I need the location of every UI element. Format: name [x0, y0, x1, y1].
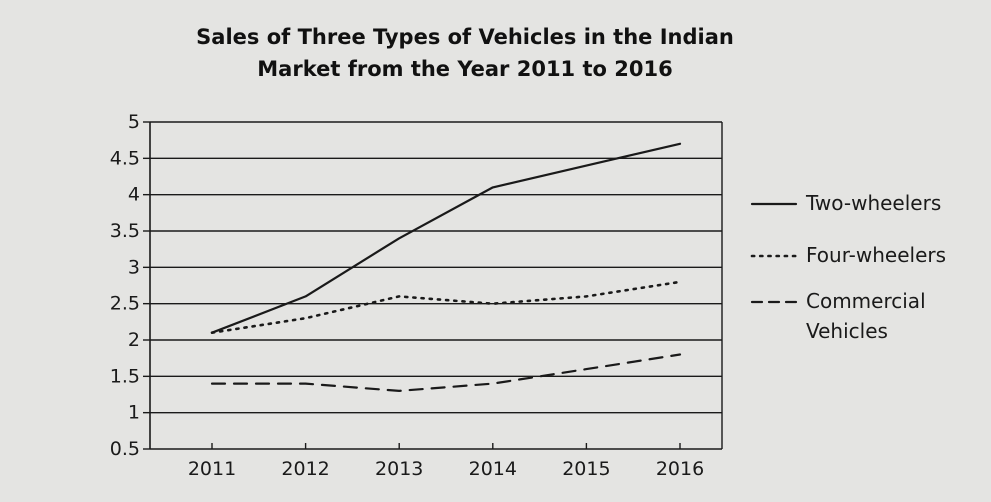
y-tick-label: 3.5 — [110, 220, 140, 242]
series-line-commercial-vehicles — [210, 353, 682, 392]
y-tick-label: 3 — [128, 256, 140, 278]
y-tick-label: 4.5 — [110, 147, 140, 169]
x-tick-labels: 2011 2012 2013 2014 2015 2016 — [188, 458, 704, 480]
chart-title: Sales of Three Types of Vehicles in the … — [196, 25, 734, 81]
y-tick-label: 2 — [128, 329, 140, 351]
x-tick-label: 2013 — [375, 458, 423, 480]
x-tick-label: 2015 — [562, 458, 610, 480]
series-line-two-wheelers — [210, 142, 682, 334]
chart-title-line-2: Market from the Year 2011 to 2016 — [257, 57, 672, 81]
y-tick-label: 1.5 — [110, 365, 140, 387]
legend-label: Two-wheelers — [805, 191, 941, 215]
legend: Two-wheelers Four-wheelers Commercial Vehic… — [750, 191, 946, 343]
x-tick-label: 2016 — [656, 458, 704, 480]
x-tick-label: 2011 — [188, 458, 236, 480]
y-tick-label: 4 — [128, 184, 140, 206]
legend-label: Vehicles — [806, 319, 888, 343]
x-tick-label: 2012 — [281, 458, 329, 480]
chart-title-line-1: Sales of Three Types of Vehicles in the … — [196, 25, 734, 49]
y-tick-label: 5 — [128, 111, 140, 133]
axes — [143, 121, 723, 450]
legend-label: Four-wheelers — [806, 243, 946, 267]
y-tick-label: 0.5 — [110, 438, 140, 460]
y-tick-labels: 5 4.5 4 3.5 3 2.5 2 1.5 1 0.5 — [110, 111, 140, 460]
gridlines — [150, 121, 722, 414]
series-lines — [210, 142, 682, 392]
x-tick-label: 2014 — [469, 458, 517, 480]
y-tick-label: 1 — [128, 402, 140, 424]
y-tick-label: 2.5 — [110, 293, 140, 315]
legend-label: Commercial — [806, 289, 926, 313]
series-line-four-wheelers — [210, 280, 682, 335]
